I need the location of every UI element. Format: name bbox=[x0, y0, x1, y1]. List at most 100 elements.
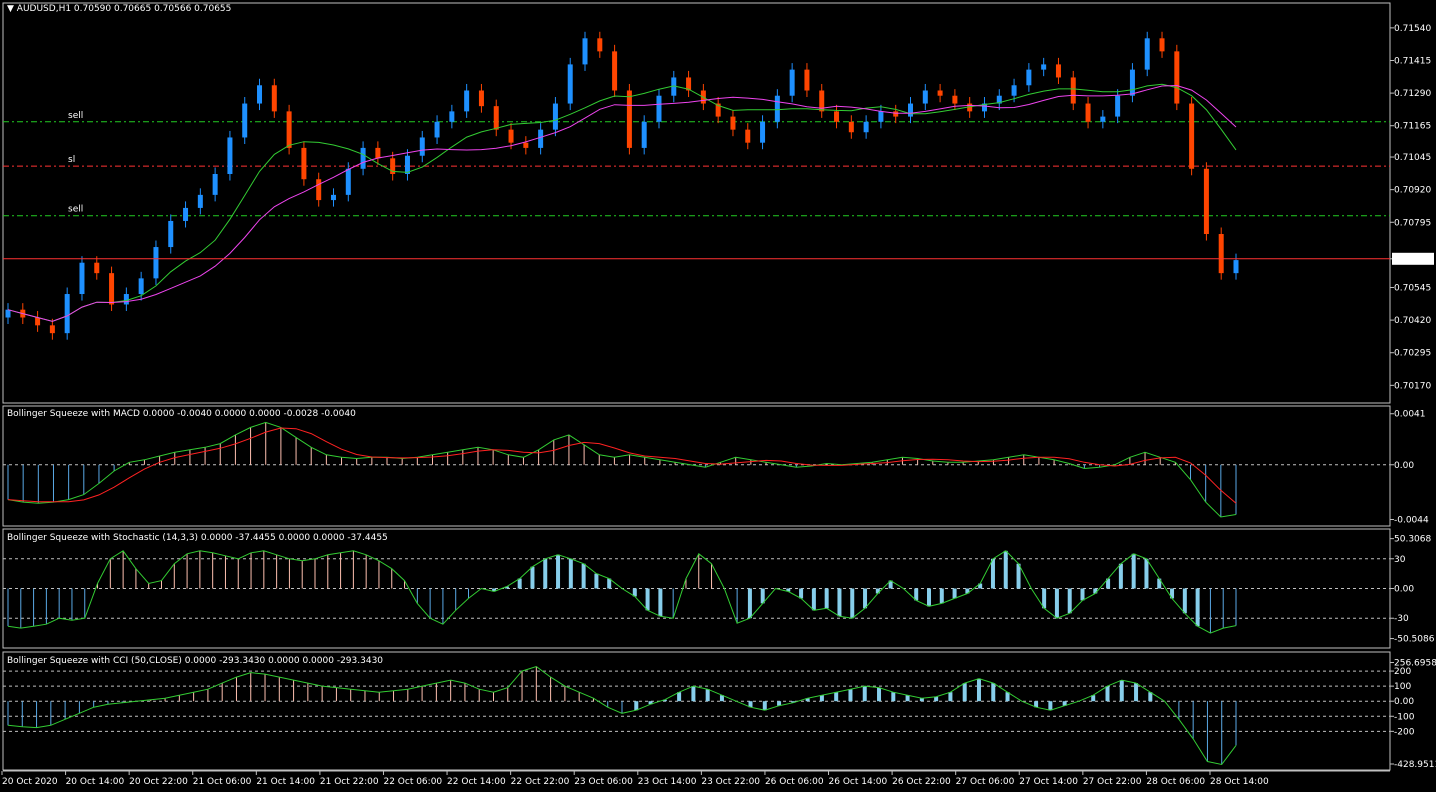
y-tick-label: -50.5086 bbox=[1394, 635, 1435, 645]
x-tick-label: 28 Oct 06:00 bbox=[1146, 777, 1205, 787]
y-tick-label: 0.70795 bbox=[1394, 218, 1431, 228]
y-tick-label: 0.00 bbox=[1394, 461, 1414, 471]
candle-body bbox=[1026, 69, 1032, 86]
x-tick-label: 20 Oct 22:00 bbox=[129, 777, 188, 787]
dropdown-triangle-icon[interactable]: ▼ bbox=[7, 4, 14, 14]
current-price-box bbox=[1392, 252, 1434, 265]
x-tick-label: 22 Oct 14:00 bbox=[447, 777, 506, 787]
candle-body bbox=[301, 147, 307, 180]
candle-body bbox=[834, 111, 840, 122]
candle-body bbox=[1070, 77, 1076, 104]
candle-body bbox=[508, 129, 514, 143]
candle-body bbox=[612, 51, 618, 91]
x-tick-label: 28 Oct 14:00 bbox=[1210, 777, 1269, 787]
x-tick-label: 20 Oct 2020 bbox=[2, 777, 58, 787]
y-tick-label: 256.6958 bbox=[1394, 659, 1436, 669]
candle-body bbox=[286, 111, 292, 148]
candle-body bbox=[197, 194, 203, 208]
y-tick-label: 0.00 bbox=[1394, 697, 1414, 707]
panel-border bbox=[2, 405, 1391, 527]
x-tick-label: 21 Oct 14:00 bbox=[256, 777, 315, 787]
candle-body bbox=[271, 85, 277, 112]
candle-body bbox=[1203, 168, 1209, 235]
fast-ma-line bbox=[7, 83, 1237, 322]
y-tick-label: 0.70420 bbox=[1394, 316, 1431, 326]
candle-body bbox=[64, 294, 70, 334]
y-tick-label: 0.70170 bbox=[1394, 381, 1431, 391]
y-tick-label: 0.71540 bbox=[1394, 24, 1431, 34]
candle-body bbox=[478, 90, 484, 107]
level-label: sl bbox=[68, 155, 75, 165]
y-tick-label: -428.9511 bbox=[1394, 760, 1436, 770]
current-price-label: 0.70655 bbox=[1394, 255, 1431, 265]
candle-body bbox=[789, 69, 795, 96]
x-tick-label: 21 Oct 06:00 bbox=[193, 777, 252, 787]
y-tick-label: 100 bbox=[1394, 682, 1411, 692]
candle-body bbox=[35, 317, 41, 326]
candle-body bbox=[49, 325, 55, 334]
candle-body bbox=[863, 121, 869, 133]
y-tick-label: -30 bbox=[1394, 614, 1409, 624]
candle-body bbox=[168, 220, 174, 248]
candle-body bbox=[937, 90, 943, 96]
candle-body bbox=[419, 137, 425, 156]
y-tick-label: 0.00 bbox=[1394, 585, 1414, 595]
candle-body bbox=[597, 38, 603, 52]
candle-body bbox=[257, 85, 263, 104]
y-tick-label: 0.71165 bbox=[1394, 122, 1431, 132]
candle-body bbox=[878, 111, 884, 122]
candle-body bbox=[449, 111, 455, 122]
y-tick-label: 0.70545 bbox=[1394, 283, 1431, 293]
candle-body bbox=[1100, 116, 1106, 122]
y-tick-label: 0.71415 bbox=[1394, 56, 1431, 66]
candle-body bbox=[1055, 64, 1061, 78]
candle-body bbox=[153, 247, 159, 279]
y-tick-label: 0.70920 bbox=[1394, 186, 1431, 196]
candle-body bbox=[109, 273, 115, 305]
candle-body bbox=[523, 142, 529, 148]
x-tick-label: 21 Oct 22:00 bbox=[320, 777, 379, 787]
candle-body bbox=[952, 95, 958, 104]
candle-body bbox=[686, 77, 692, 91]
y-tick-label: -0.0044 bbox=[1394, 516, 1429, 526]
candle-body bbox=[774, 95, 780, 122]
symbol-header: AUDUSD,H1 0.70590 0.70665 0.70566 0.7065… bbox=[16, 4, 232, 14]
candle-body bbox=[1189, 103, 1195, 169]
candle-body bbox=[567, 64, 573, 104]
x-tick-label: 23 Oct 22:00 bbox=[701, 777, 760, 787]
candle-body bbox=[641, 121, 647, 148]
x-tick-label: 26 Oct 06:00 bbox=[765, 777, 824, 787]
candle-body bbox=[656, 95, 662, 122]
candle-body bbox=[493, 106, 499, 130]
candle-body bbox=[908, 103, 914, 117]
candle-body bbox=[404, 155, 410, 174]
macd-panel-title: Bollinger Squeeze with MACD 0.0000 -0.00… bbox=[7, 409, 356, 419]
candle-body bbox=[804, 69, 810, 91]
candle-body bbox=[582, 38, 588, 65]
candle-body bbox=[848, 121, 854, 133]
candle-body bbox=[1159, 38, 1165, 52]
indicator-line bbox=[7, 665, 1237, 766]
y-tick-label: -100 bbox=[1394, 712, 1415, 722]
candle-body bbox=[1115, 95, 1121, 117]
candle-body bbox=[360, 147, 366, 169]
candle-body bbox=[79, 262, 85, 295]
candle-body bbox=[1041, 64, 1047, 70]
indicator-line bbox=[7, 421, 1237, 518]
candle-body bbox=[123, 294, 129, 305]
candle-body bbox=[922, 90, 928, 104]
candle-body bbox=[390, 158, 396, 174]
candle-body bbox=[715, 103, 721, 117]
candle-body bbox=[375, 147, 381, 159]
panel-border bbox=[2, 2, 1391, 404]
candle-body bbox=[981, 103, 987, 112]
candle-body bbox=[138, 278, 144, 295]
candle-body bbox=[242, 103, 248, 138]
x-tick-label: 22 Oct 06:00 bbox=[383, 777, 442, 787]
x-tick-label: 27 Oct 22:00 bbox=[1083, 777, 1142, 787]
candle-body bbox=[1129, 69, 1135, 96]
level-label: sell bbox=[68, 205, 83, 215]
candle-body bbox=[538, 129, 544, 148]
